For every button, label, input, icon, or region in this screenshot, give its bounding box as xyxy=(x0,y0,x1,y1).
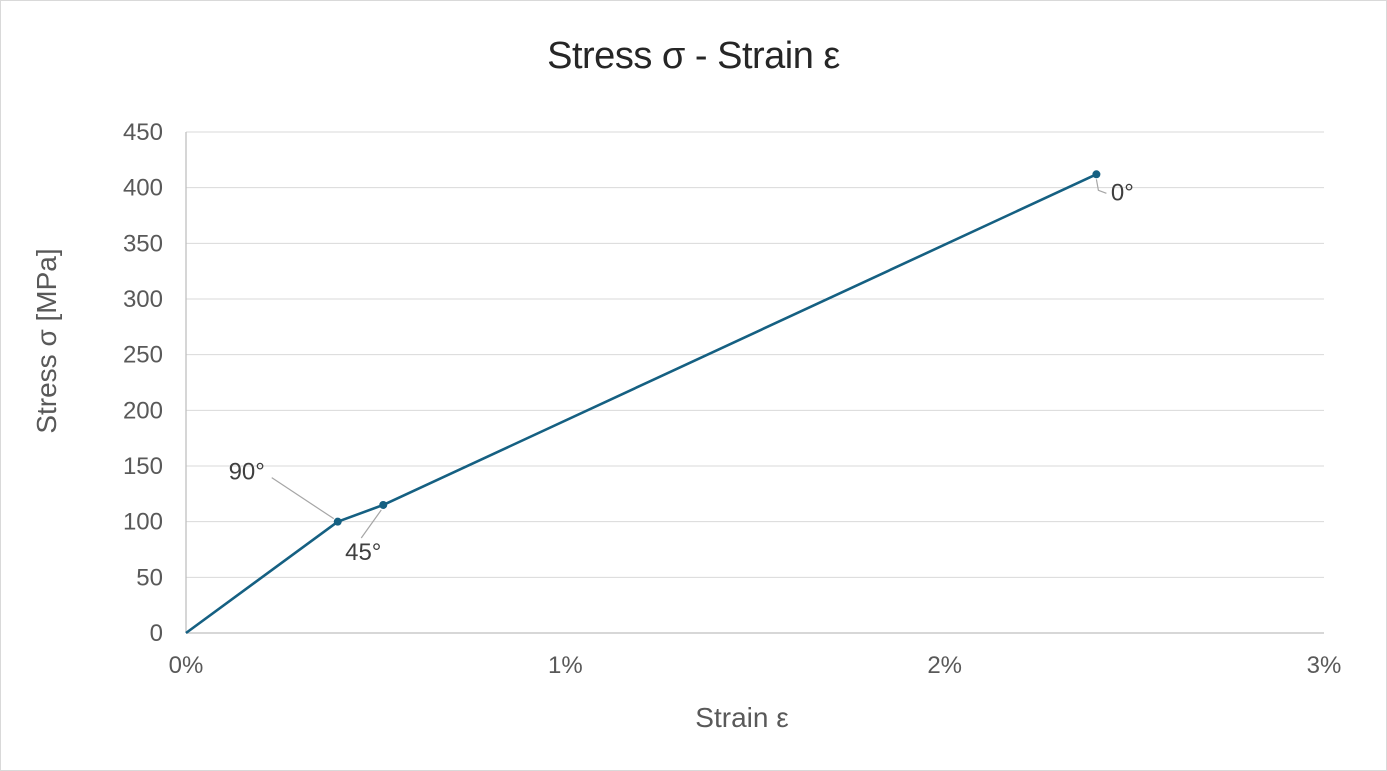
data-point-marker xyxy=(1092,170,1101,179)
y-tick-label: 400 xyxy=(123,175,163,202)
leader-line xyxy=(1095,179,1107,194)
data-point-marker xyxy=(333,517,342,526)
leader-line xyxy=(271,477,335,520)
data-point-label: 45° xyxy=(345,539,381,566)
series-line xyxy=(185,173,1097,635)
x-tick-label: 0% xyxy=(169,652,204,679)
y-tick-label: 50 xyxy=(136,564,163,591)
y-tick-label: 100 xyxy=(123,509,163,536)
x-tick-label: 2% xyxy=(927,652,962,679)
y-tick-label: 350 xyxy=(123,230,163,257)
chart-title: Stress σ - Strain ε xyxy=(547,35,840,77)
data-point-marker xyxy=(379,500,388,509)
y-tick-label: 150 xyxy=(123,453,163,480)
x-tick-label: 1% xyxy=(548,652,583,679)
y-tick-label: 250 xyxy=(123,342,163,369)
leader-line xyxy=(360,509,382,539)
y-tick-label: 300 xyxy=(123,286,163,313)
x-tick-label: 3% xyxy=(1307,652,1342,679)
data-point-label: 90° xyxy=(229,459,265,486)
y-tick-label: 0 xyxy=(150,620,163,647)
x-axis-title: Strain ε xyxy=(695,702,789,733)
data-point-label: 0° xyxy=(1111,179,1134,206)
y-tick-label: 200 xyxy=(123,397,163,424)
y-tick-label: 450 xyxy=(123,119,163,146)
